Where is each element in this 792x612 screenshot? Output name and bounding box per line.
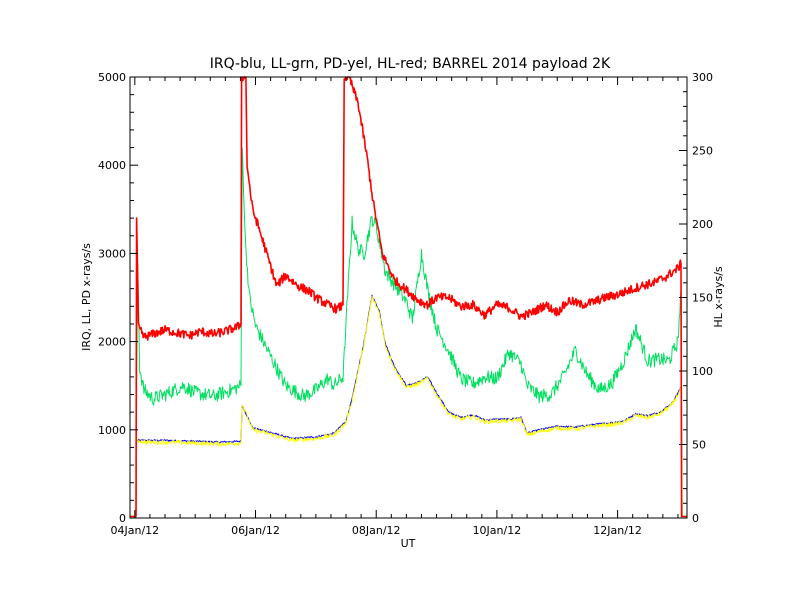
y-left-tick-label: 0 (119, 512, 126, 525)
x-axis-label: UT (401, 537, 416, 550)
y-axis-left-label: IRQ, LL, PD x-rays/s (80, 243, 93, 351)
y-axis-right-label: HL x-rays/s (712, 266, 725, 328)
x-tick-label: 12Jan/12 (593, 524, 642, 537)
y-left-tick-label: 1000 (98, 424, 126, 437)
y-left-tick-label: 4000 (98, 159, 126, 172)
x-tick-label: 10Jan/12 (473, 524, 522, 537)
series-hl (129, 76, 688, 518)
y-right-tick-label: 50 (692, 439, 706, 452)
chart-title: IRQ-blu, LL-grn, PD-yel, HL-red; BARREL … (210, 56, 611, 72)
x-tick-label: 08Jan/12 (352, 524, 401, 537)
ticks-layer: 04Jan/12 06Jan/12 08Jan/12 10Jan/12 12Jan/12… (98, 71, 713, 537)
y-right-tick-label: 150 (692, 292, 713, 305)
y-right-tick-label: 300 (692, 71, 713, 84)
y-left-tick-label: 5000 (98, 71, 126, 84)
series-layer (129, 76, 688, 518)
y-left-tick-label: 2000 (98, 336, 126, 349)
y-right-tick-label: 0 (692, 512, 699, 525)
series-pd (130, 296, 687, 517)
y-right-tick-label: 200 (692, 218, 713, 231)
x-tick-label: 04Jan/12 (110, 524, 159, 537)
x-tick-label: 06Jan/12 (231, 524, 280, 537)
series-ll (130, 147, 687, 517)
y-right-tick-label: 100 (692, 365, 713, 378)
y-left-tick-label: 3000 (98, 247, 126, 260)
series-irq (130, 294, 687, 517)
y-right-tick-label: 250 (692, 145, 713, 158)
